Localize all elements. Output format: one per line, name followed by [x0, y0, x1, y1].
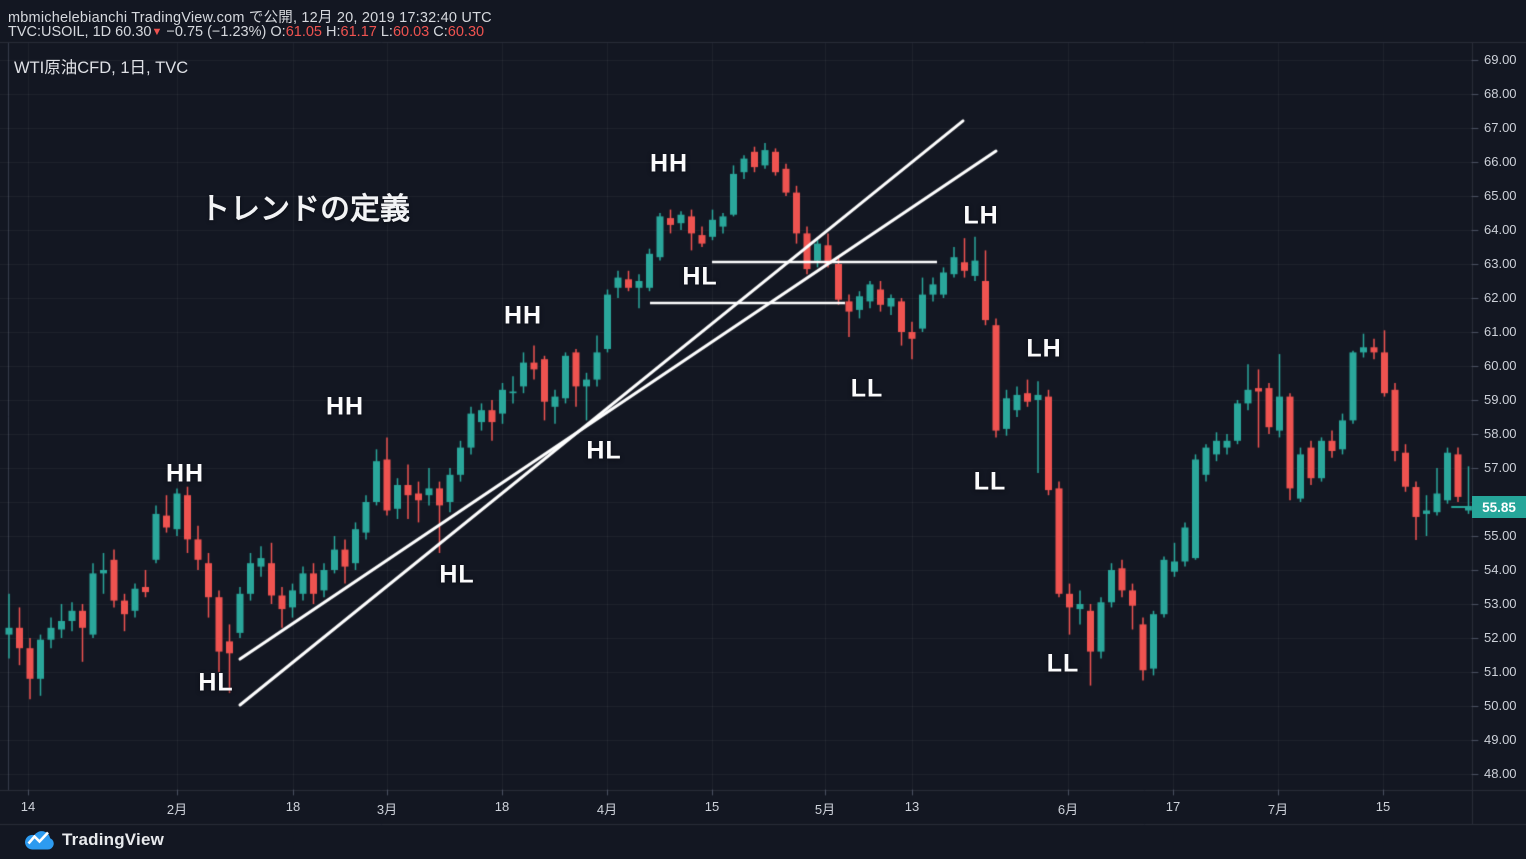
swing-label-hh: HH	[165, 459, 205, 488]
swing-label-hh: HH	[325, 392, 365, 421]
open-label: O:	[270, 24, 286, 40]
chart-watermark: WTI原油CFD, 1日, TVC	[14, 59, 189, 77]
price-tick-label: 66.00	[1484, 154, 1517, 169]
price-tick-label: 50.00	[1484, 698, 1517, 713]
time-axis-label: 18	[285, 799, 301, 814]
swing-label-hl: HL	[586, 436, 622, 465]
last-price-badge: 55.85	[1472, 496, 1526, 518]
price-tick-label: 48.00	[1484, 766, 1517, 781]
symbol-name[interactable]: TVC:USOIL, 1D	[8, 24, 112, 40]
low-value: 60.03	[392, 24, 430, 40]
swing-label-ll: LL	[973, 467, 1007, 496]
high-value: 61.17	[340, 24, 377, 40]
tradingview-logo[interactable]: TradingView	[24, 829, 164, 850]
price-tick-label: 51.00	[1484, 664, 1517, 679]
idea-header: mbmichelebianchi TradingView.com で公開, 12…	[0, 0, 1526, 43]
swing-label-ll: LL	[850, 374, 884, 403]
price-tick-label: 62.00	[1484, 290, 1517, 305]
time-axis-label: 14	[20, 799, 36, 814]
swing-label-hl: HL	[198, 668, 234, 697]
price-tick-label: 55.00	[1484, 528, 1517, 543]
swing-label-hh: HH	[503, 301, 543, 330]
price-tick-label: 58.00	[1484, 426, 1517, 441]
footer-bar: TradingView	[0, 824, 1526, 859]
swing-label-lh: LH	[1026, 334, 1062, 363]
price-tick-label: 59.00	[1484, 392, 1517, 407]
price-change: −0.75 (−1.23%)	[166, 24, 267, 40]
time-axis-label: 18	[494, 799, 510, 814]
down-arrow-icon: ▼	[151, 26, 163, 38]
swing-label-hl: HL	[682, 262, 718, 291]
price-tick-label: 65.00	[1484, 188, 1517, 203]
symbol-quote-line: TVC:USOIL, 1D 60.30▼ −0.75 (−1.23%) O:61…	[8, 24, 484, 40]
swing-label-lh: LH	[963, 201, 999, 230]
swing-label-hl: HL	[439, 560, 475, 589]
tradingview-cloud-icon	[25, 831, 54, 850]
time-axis-label: 2月	[166, 802, 188, 817]
time-axis-label: 17	[1165, 799, 1181, 814]
swing-label-ll: LL	[1046, 649, 1080, 678]
low-label: L:	[380, 24, 393, 40]
time-axis-label: 15	[1375, 799, 1391, 814]
last-price-text: 60.30	[115, 24, 152, 40]
close-label: C:	[433, 24, 448, 40]
annotation-title: トレンドの定義	[200, 193, 410, 226]
tradingview-logo-text: TradingView	[62, 829, 165, 849]
price-tick-label: 61.00	[1484, 324, 1517, 339]
price-tick-label: 54.00	[1484, 562, 1517, 577]
open-value: 61.05	[285, 24, 322, 40]
high-label: H:	[326, 24, 341, 40]
publication-byline: mbmichelebianchi TradingView.com で公開, 12…	[8, 10, 492, 26]
time-axis-label: 6月	[1057, 802, 1079, 817]
swing-label-hh: HH	[649, 149, 689, 178]
time-axis-label: 4月	[596, 802, 618, 817]
price-tick-label: 63.00	[1484, 256, 1517, 271]
time-axis-label: 5月	[814, 802, 836, 817]
price-tick-label: 53.00	[1484, 596, 1517, 611]
price-tick-label: 69.00	[1484, 52, 1517, 67]
time-axis-label: 7月	[1267, 802, 1289, 817]
time-axis-label: 15	[704, 799, 720, 814]
time-axis-label: 3月	[376, 802, 398, 817]
price-tick-label: 64.00	[1484, 222, 1517, 237]
price-tick-label: 57.00	[1484, 460, 1517, 475]
price-tick-label: 67.00	[1484, 120, 1517, 135]
price-tick-label: 60.00	[1484, 358, 1517, 373]
time-axis-label: 13	[904, 799, 920, 814]
price-tick-label: 49.00	[1484, 732, 1517, 747]
close-value: 60.30	[447, 24, 485, 40]
price-tick-label: 68.00	[1484, 86, 1517, 101]
price-tick-label: 52.00	[1484, 630, 1517, 645]
